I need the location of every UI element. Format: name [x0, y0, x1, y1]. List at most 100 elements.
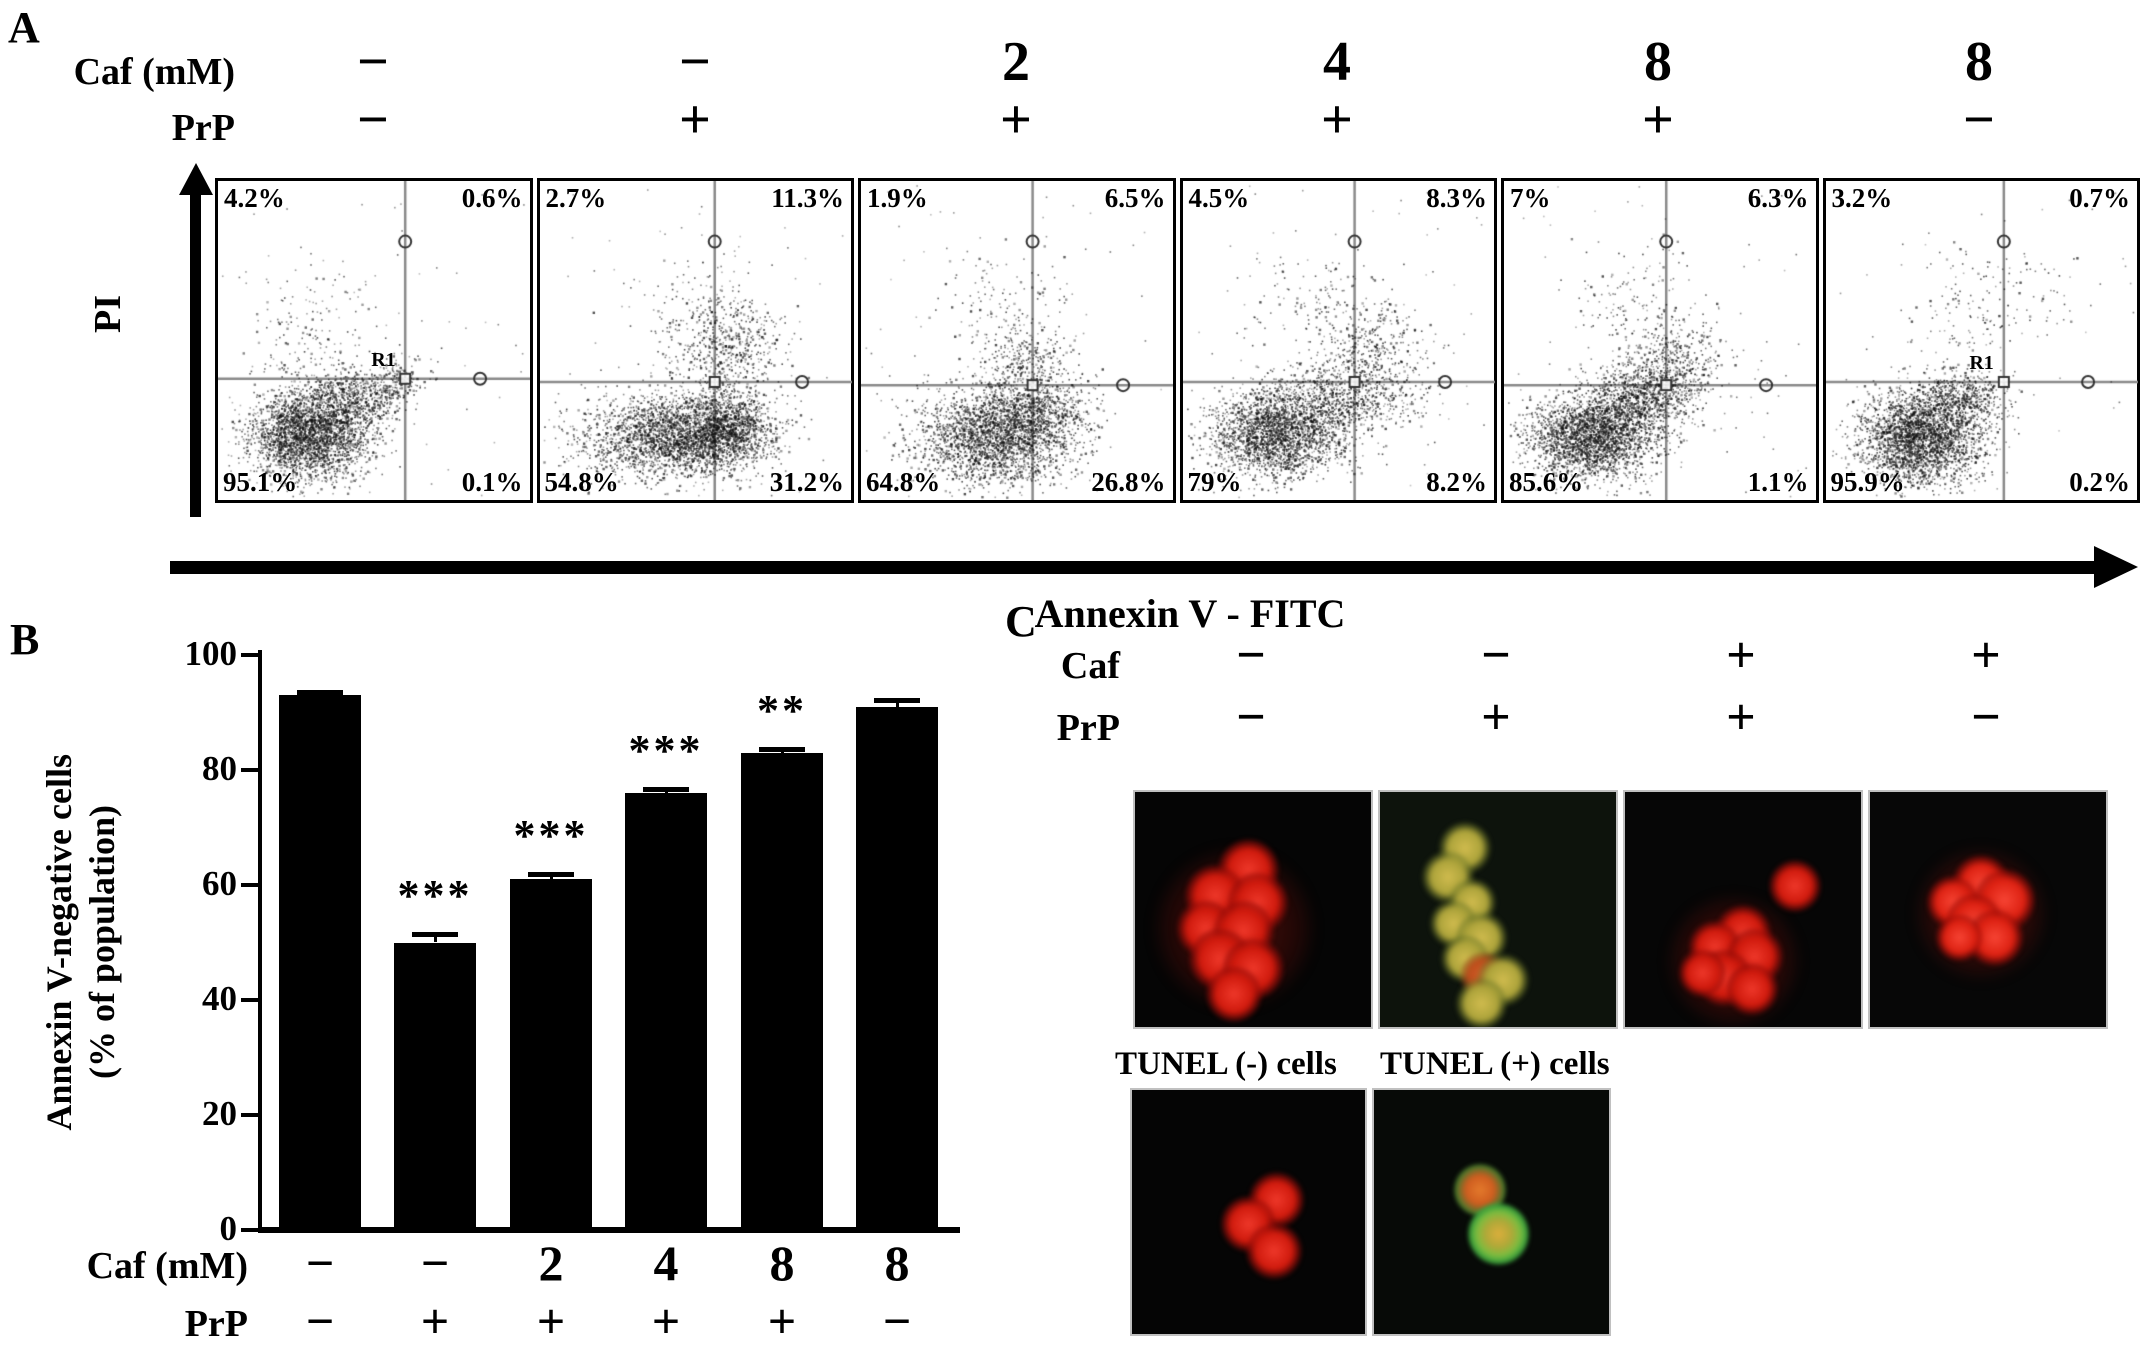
fluorescence-image-row1-3-cell-7 [1679, 949, 1727, 997]
quadrant-lower-right-pct: 0.1% [461, 467, 523, 497]
panel-a-caf-sign-4: 8 [1644, 31, 1672, 93]
significance-stars-5: ** [757, 686, 807, 735]
panel-b-x-axis-line [258, 1227, 960, 1233]
panel-b-y-axis-label: Annexin V-negative cells (% of populatio… [38, 655, 124, 1230]
bar-3 [510, 879, 592, 1228]
fluorescence-image-row1-1 [1133, 790, 1373, 1029]
pi-axis-label: PI [87, 295, 129, 333]
significance-stars-4: *** [628, 726, 704, 776]
quadrant-upper-right-pct: 11.3% [771, 183, 844, 213]
error-bar-stem-4 [665, 792, 668, 793]
panel-b-ytick-mark-100 [241, 653, 259, 657]
panel-b-ytick-label-20: 20 [202, 1094, 237, 1133]
panel-b-ytick-label-40: 40 [202, 979, 237, 1018]
fluorescence-image-row2-1 [1130, 1088, 1367, 1336]
panel-b-prp-sign-3: + [651, 1293, 681, 1349]
quadrant-upper-right-pct: 0.6% [461, 183, 523, 213]
panel-b-ytick-mark-80 [241, 768, 259, 772]
quadrant-upper-right-pct: 0.7% [2069, 183, 2130, 213]
quadrant-upper-right-pct: 8.3% [1426, 183, 1487, 213]
annexin-axis-arrow-head-icon [2094, 546, 2138, 588]
panel-b-y-axis-label-line2: (% of population) [82, 805, 123, 1080]
fluorescence-image-row1-4 [1868, 790, 2108, 1029]
fluorescence-image-row1-4-cell-6 [1936, 914, 1984, 962]
quadrant-lower-right-pct: 1.1% [1747, 467, 1809, 497]
panel-b-ytick-label-0: 0 [219, 1209, 238, 1248]
panel-b-prp-sign-1: + [420, 1293, 450, 1349]
panel-a-caf-row-label: Caf (mM) [73, 51, 235, 93]
annexin-axis-arrow-shaft [170, 561, 2096, 574]
quadrant-lower-right-pct: 31.2% [769, 467, 844, 497]
fluorescence-image-row2-2 [1372, 1088, 1611, 1336]
quadrant-lower-left-pct: 85.6% [1509, 467, 1584, 497]
flow-plot-6: 3.2% 0.7% 95.9% 0.2% R1 [1822, 178, 2140, 503]
panel-b-caf-sign-5: 8 [884, 1235, 910, 1291]
quadrant-lower-right-pct: 8.2% [1426, 467, 1487, 497]
panel-b-ytick-label-60: 60 [202, 864, 237, 903]
panel-c-caf-sign-0: − [1236, 627, 1266, 684]
quadrant-lower-right-pct: 0.2% [2069, 467, 2130, 497]
panel-b-ytick-mark-0 [241, 1228, 259, 1232]
panel-c-prp-sign-2: + [1726, 689, 1756, 746]
error-bar-cap-6 [874, 698, 920, 704]
panel-a-caf-sign-5: 8 [1965, 31, 1993, 93]
panel-b-prp-sign-2: + [536, 1293, 566, 1349]
tunel-positive-label: TUNEL (+) cells [1380, 1046, 1610, 1082]
bar-1 [279, 695, 361, 1228]
quadrant-lower-left-pct: 54.8% [544, 467, 619, 497]
panel-b-prp-row-label: PrP [184, 1303, 248, 1345]
panel-b-ytick-mark-40 [241, 998, 259, 1002]
gate-r1-label: R1 [1969, 351, 1994, 374]
panel-a-prp-sign-5: − [1963, 89, 1995, 151]
panel-c-caf-sign-3: + [1971, 627, 2001, 684]
fluorescence-image-row1-3 [1623, 790, 1863, 1029]
panel-a-caf-sign-3: 4 [1323, 31, 1351, 93]
quadrant-upper-left-pct: 1.9% [867, 183, 928, 213]
quadrant-upper-left-pct: 4.5% [1188, 183, 1250, 213]
panel-c-prp-sign-0: − [1236, 689, 1266, 746]
bar-2 [394, 942, 476, 1228]
error-bar-cap-4 [643, 787, 689, 793]
flow-plot-1: 4.2% 0.6% 95.1% 0.1% R1 [215, 178, 533, 503]
panel-a-label: A [8, 3, 40, 52]
panel-c-caf-row-label: Caf [1060, 645, 1120, 687]
flow-plot-2: 2.7% 11.3% 54.8% 31.2% [536, 178, 854, 503]
error-bar-stem-3 [550, 877, 553, 880]
gate-r1-label: R1 [371, 348, 396, 371]
error-bar-stem-6 [896, 703, 899, 707]
quadrant-lower-left-pct: 95.9% [1830, 467, 1905, 497]
panel-c-caf-sign-2: + [1726, 627, 1756, 684]
flow-plot-4: 4.5% 8.3% 79% 8.2% [1179, 178, 1497, 503]
fluorescence-image-row1-2 [1378, 790, 1618, 1029]
fluorescence-image-row2-2-cell-1 [1468, 1203, 1530, 1265]
error-bar-cap-3 [528, 872, 574, 878]
quadrant-upper-left-pct: 4.2% [224, 183, 285, 213]
panel-b-y-axis-line [258, 650, 262, 1233]
panel-b-label: B [10, 615, 40, 664]
error-bar-cap-5 [759, 747, 805, 752]
panel-a-prp-sign-0: − [357, 89, 389, 151]
flow-plot-5: 7% 6.3% 85.6% 1.1% [1501, 178, 1819, 503]
quadrant-upper-right-pct: 6.5% [1104, 183, 1166, 213]
quadrant-upper-left-pct: 7% [1510, 183, 1551, 213]
panel-b-caf-sign-0: − [305, 1235, 335, 1291]
panel-c-prp-sign-1: + [1481, 689, 1511, 746]
quadrant-upper-left-pct: 3.2% [1831, 183, 1893, 213]
quadrant-upper-right-pct: 6.3% [1747, 183, 1809, 213]
fluorescence-image-row1-1-cell-8 [1205, 965, 1263, 1023]
quadrant-lower-left-pct: 64.8% [866, 467, 941, 497]
panel-b-prp-sign-5: − [882, 1293, 912, 1349]
panel-a-prp-sign-4: + [1642, 89, 1674, 151]
quadrant-upper-left-pct: 2.7% [545, 183, 607, 213]
panel-a-prp-row-label: PrP [171, 107, 235, 149]
bar-5 [741, 752, 823, 1228]
panel-a-prp-sign-3: + [1321, 89, 1353, 151]
fluorescence-image-row1-3-cell-6 [1726, 963, 1779, 1016]
error-bar-stem-5 [781, 752, 784, 753]
error-bar-stem-2 [434, 937, 437, 943]
flow-plot-3: 1.9% 6.5% 64.8% 26.8% [858, 178, 1176, 503]
panel-a-prp-sign-2: + [1000, 89, 1032, 151]
panel-a-caf-sign-1: − [679, 31, 711, 93]
bar-6 [856, 706, 938, 1228]
